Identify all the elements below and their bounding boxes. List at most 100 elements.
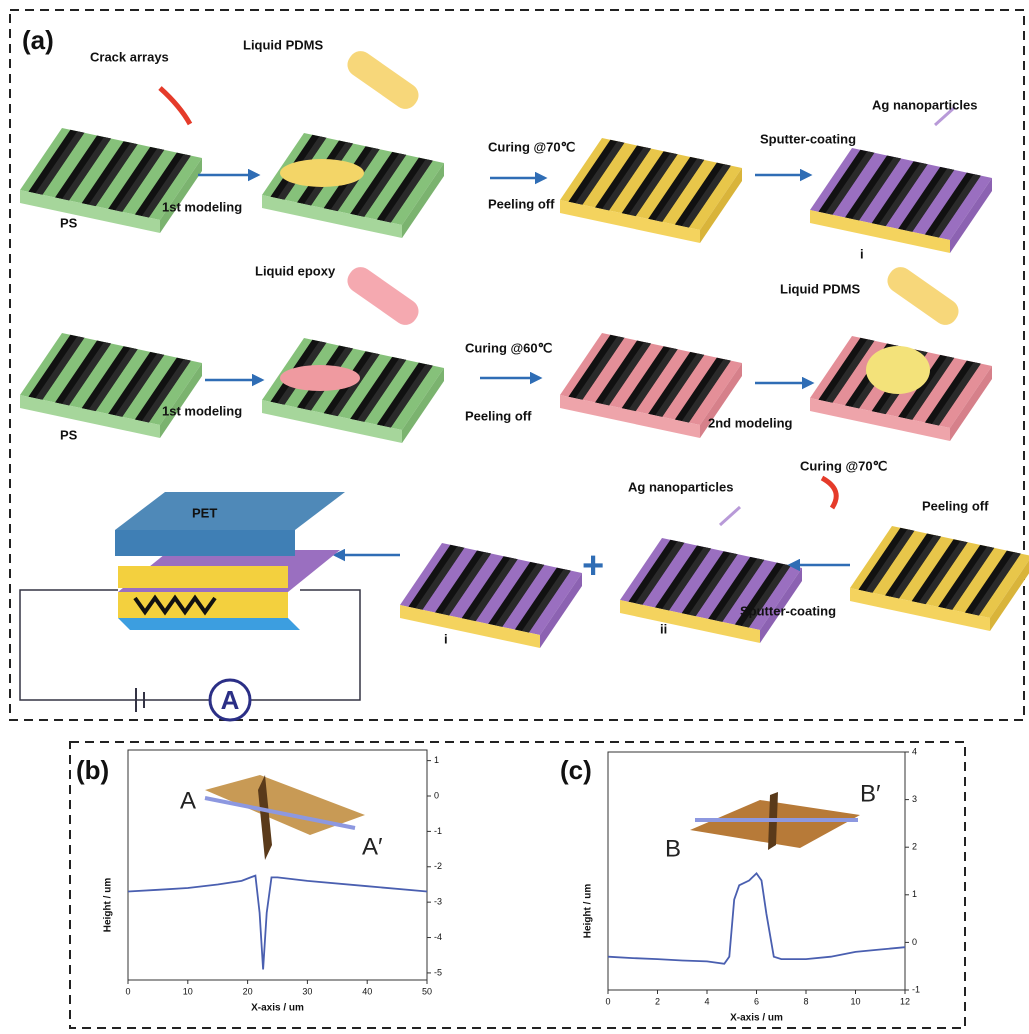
x-tick-label: 0 <box>125 986 130 996</box>
x-tick-label: 10 <box>850 996 860 1006</box>
ridge-face <box>88 347 138 412</box>
block-front <box>810 398 950 441</box>
block-front <box>810 210 950 253</box>
y-tick-label: -5 <box>434 967 442 977</box>
line-series <box>607 872 906 965</box>
block-side <box>700 168 742 243</box>
block-front <box>620 600 760 643</box>
panel-bc-frame <box>69 741 966 1029</box>
x-tick-label: 12 <box>900 996 910 1006</box>
block-side <box>990 560 1029 631</box>
curved-arrow <box>158 86 193 126</box>
block-front <box>20 190 160 233</box>
block-front <box>560 200 700 243</box>
inset-label: A′ <box>362 833 383 860</box>
layer <box>115 492 345 530</box>
ridge-face <box>495 563 545 627</box>
ammeter <box>208 678 252 722</box>
y-tick-label: 0 <box>912 937 917 947</box>
circuit <box>19 589 361 701</box>
block-front <box>850 588 990 631</box>
tube <box>347 267 419 325</box>
ridge-face <box>681 359 731 423</box>
label: Crack arrays <box>90 49 169 64</box>
block-front <box>20 395 160 438</box>
layer <box>115 530 295 556</box>
x-tick-label: 0 <box>605 996 610 1006</box>
label: Sputter-coating <box>760 131 856 146</box>
ridge-face <box>662 547 711 611</box>
label: Curing @70℃ <box>800 458 887 473</box>
x-tick-label: 2 <box>655 996 660 1006</box>
plus: + <box>582 545 604 587</box>
ridge-face <box>905 168 955 232</box>
ridge-face <box>971 552 1021 616</box>
ridge-face <box>905 356 955 420</box>
x-tick-label: 40 <box>362 986 372 996</box>
ridge-face <box>945 546 995 610</box>
block-side <box>950 366 992 441</box>
block-front <box>262 400 402 443</box>
label: Ag nanoparticles <box>872 97 977 112</box>
ridge-face <box>521 569 571 633</box>
ridge-face <box>383 364 433 428</box>
label: Peeling off <box>465 408 532 423</box>
ridge-face <box>825 151 875 215</box>
ridge-face <box>115 148 165 212</box>
ridge-face <box>62 342 111 406</box>
y-tick-label: -1 <box>912 984 920 994</box>
block-side <box>160 363 202 438</box>
ridge-face <box>442 552 491 616</box>
block-side <box>402 368 444 443</box>
ridge-face <box>62 137 111 201</box>
ridge-face <box>865 529 915 593</box>
label: Ag nanoparticles <box>628 479 733 494</box>
ridge-face <box>655 158 705 222</box>
ridge-face <box>357 153 407 217</box>
label: Peeling off <box>922 498 989 513</box>
liquid <box>866 346 930 394</box>
liquid <box>280 365 360 391</box>
ridge-face <box>852 157 901 221</box>
ridge-face <box>141 359 191 423</box>
block-front <box>560 395 700 438</box>
label: Liquid PDMS <box>243 37 323 52</box>
label: PS <box>60 215 78 230</box>
label: Sputter-coating <box>740 603 836 618</box>
ridge-face <box>35 336 85 400</box>
layer <box>118 592 288 618</box>
y-tick-label: -1 <box>434 826 442 836</box>
label: Liquid epoxy <box>255 263 336 278</box>
liquid <box>280 159 364 187</box>
inset-label: A <box>180 787 196 814</box>
block-side <box>540 573 582 648</box>
label: Curing @70℃ <box>488 139 575 154</box>
x-tick-label: 50 <box>422 986 432 996</box>
tube <box>887 267 959 325</box>
label: 1st modeling <box>162 403 242 418</box>
line-series <box>127 874 428 970</box>
ridge-face <box>415 546 465 610</box>
curved-arrow <box>820 475 839 510</box>
panel-label: (b) <box>76 755 109 785</box>
arrows <box>158 86 957 572</box>
label: Curing @60℃ <box>465 340 552 355</box>
panel-a-frame <box>9 9 1025 721</box>
y-tick-label: 3 <box>912 794 917 804</box>
label: ii <box>660 621 667 636</box>
ridge-face <box>468 557 518 622</box>
ridge-face <box>628 347 678 412</box>
ridge-face <box>575 141 625 205</box>
ridge-face <box>115 353 165 417</box>
ridge-face <box>383 159 433 223</box>
inset-label: B <box>665 835 681 862</box>
ridge-face <box>741 564 791 628</box>
ridge-face <box>931 174 981 238</box>
ridge-face <box>878 162 928 227</box>
ridge-face <box>918 540 968 605</box>
ridge-face <box>330 352 380 417</box>
label: i <box>860 246 864 261</box>
y-tick-label: 0 <box>434 790 439 800</box>
plot-area <box>127 749 428 981</box>
process-diagram <box>20 128 1029 648</box>
